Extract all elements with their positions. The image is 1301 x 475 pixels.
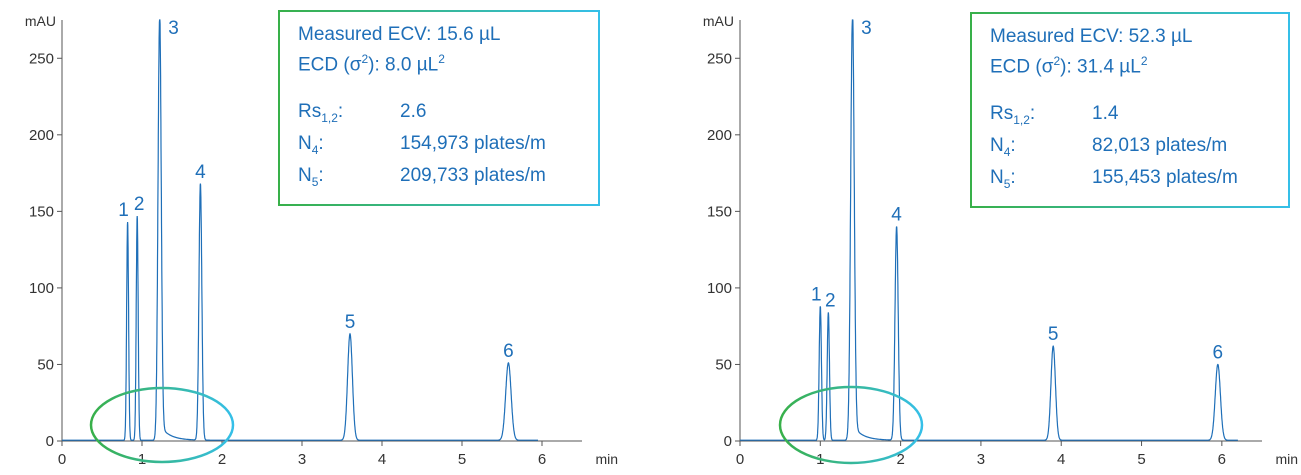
chart-1-x-tick-label: 6 <box>538 451 546 468</box>
chart-1-peak-label-3: 3 <box>168 18 179 39</box>
chart-1-x-tick-label: 2 <box>218 451 226 468</box>
chart-2-ecv-text: Measured ECV: 52.3 µL <box>990 26 1193 47</box>
chart-2-y-tick-label: 250 <box>707 50 732 67</box>
chart-2-y-tick-label: 50 <box>715 356 732 373</box>
chart-2-resolution-value: 1.4 <box>1092 103 1119 125</box>
chart-2-x-axis-label: min <box>1275 451 1298 467</box>
chart-1-y-tick-label: 200 <box>29 127 54 144</box>
chart-2-peak-label-4: 4 <box>891 205 902 226</box>
chart-2-peak-label-5: 5 <box>1048 324 1059 345</box>
chart-1-peak-label-4: 4 <box>195 162 206 183</box>
chart-1-plates-peak5-row: N5: 209,733 plates/m <box>298 163 598 195</box>
chart-2-peak-label-3: 3 <box>861 18 872 39</box>
chart-2-highlight-ellipse <box>778 385 924 465</box>
chart-2-plates-peak5-value: 155,453 plates/m <box>1092 166 1238 188</box>
chart-2-peak-label-1: 1 <box>811 284 822 305</box>
chart-1-plates-peak4-row: N4: 154,973 plates/m <box>298 131 598 163</box>
chart-2-y-tick-label: 0 <box>724 433 732 450</box>
chart-1-y-tick-label: 150 <box>29 203 54 220</box>
chart-2-y-tick-label: 200 <box>707 127 732 144</box>
chart-1-peak-label-6: 6 <box>503 341 514 362</box>
chart-1-results-box: Measured ECV: 15.6 µL ECD (σ2): 8.0 µL2 … <box>278 10 600 206</box>
chart-1-y-tick-label: 100 <box>29 280 54 297</box>
chart-1-x-tick-label: 3 <box>298 451 306 468</box>
chart-1-resolution-row: Rs1,2: 2.6 <box>298 99 598 131</box>
chart-2-plates-peak4-value: 82,013 plates/m <box>1092 135 1228 157</box>
chart-1-plates-peak4-value: 154,973 plates/m <box>400 133 546 155</box>
chart-1-x-tick-label: 5 <box>458 451 466 468</box>
chart-1-plates-peak5-value: 209,733 plates/m <box>400 164 546 186</box>
chart-2-peak-label-2: 2 <box>825 290 836 311</box>
chart-1-y-tick-label: 50 <box>37 356 54 373</box>
chart-2-plates-peak5-row: N5: 155,453 plates/m <box>990 165 1288 197</box>
chart-1-ecv-text: Measured ECV: 15.6 µL <box>298 24 501 45</box>
chart-1-peak-label-5: 5 <box>345 312 356 333</box>
chart-2-y-axis-label: mAU <box>703 13 734 29</box>
chart-2-plates-peak4-row: N4: 82,013 plates/m <box>990 133 1288 165</box>
chart-1-resolution-value: 2.6 <box>400 101 427 123</box>
chart-2-x-tick-label: 4 <box>1057 451 1065 468</box>
chart-1-y-axis-label: mAU <box>25 13 56 29</box>
chart-2-results-box: Measured ECV: 52.3 µL ECD (σ2): 31.4 µL2… <box>970 12 1290 208</box>
chart-2-peak-label-6: 6 <box>1213 342 1224 363</box>
chart-1-highlight-ellipse <box>89 386 235 464</box>
chart-1-x-tick-label: 4 <box>378 451 386 468</box>
chart-2-ecd-text: ECD (σ2): 31.4 µL2 <box>990 54 1148 78</box>
chart-2-x-tick-label: 5 <box>1137 451 1145 468</box>
chart-1-y-tick-label: 250 <box>29 50 54 67</box>
chart-2-trace-line <box>740 19 1238 441</box>
chart-1-peak-label-2: 2 <box>134 194 145 215</box>
chart-1-ecd-text: ECD (σ2): 8.0 µL2 <box>298 52 445 76</box>
chart-1-y-tick-label: 0 <box>46 433 54 450</box>
chart-2-y-tick-label: 150 <box>707 203 732 220</box>
chart-1-peak-label-1: 1 <box>118 200 129 221</box>
chart-2-y-tick-label: 100 <box>707 280 732 297</box>
chart-2-x-tick-label: 2 <box>896 451 904 468</box>
chart-1-x-tick-label: 0 <box>58 451 66 468</box>
chart-1-trace-line <box>62 19 538 441</box>
chart-2-resolution-row: Rs1,2: 1.4 <box>990 101 1288 133</box>
chart-2-x-tick-label: 3 <box>977 451 985 468</box>
chart-2-x-tick-label: 0 <box>736 451 744 468</box>
chart-1-x-axis-label: min <box>595 451 618 467</box>
chart-2-x-tick-label: 6 <box>1218 451 1226 468</box>
